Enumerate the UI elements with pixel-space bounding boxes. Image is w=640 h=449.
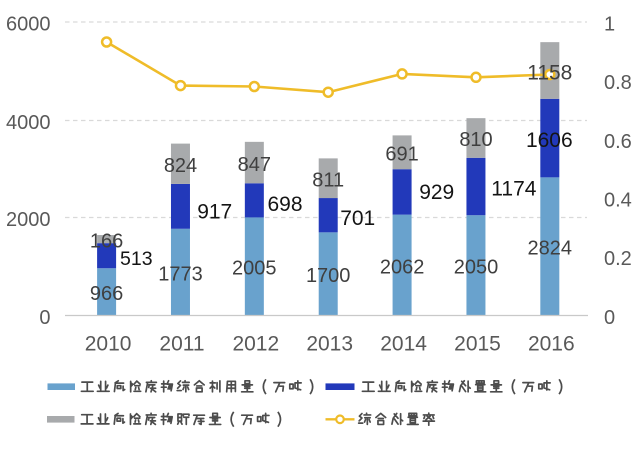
svg-text:513: 513 (120, 248, 153, 270)
svg-text:847: 847 (238, 154, 271, 176)
svg-text:698: 698 (268, 193, 303, 216)
svg-text:166: 166 (90, 230, 123, 252)
svg-text:2015: 2015 (454, 333, 501, 356)
svg-text:2010: 2010 (85, 333, 132, 356)
svg-text:2050: 2050 (454, 257, 499, 279)
svg-text:2011: 2011 (159, 333, 204, 356)
svg-text:929: 929 (419, 181, 454, 204)
svg-text:2014: 2014 (380, 333, 427, 356)
svg-text:2824: 2824 (528, 238, 573, 260)
svg-text:811: 811 (312, 169, 344, 191)
svg-text:4000: 4000 (6, 112, 51, 134)
svg-text:2000: 2000 (6, 209, 51, 231)
svg-text:0.6: 0.6 (604, 131, 632, 153)
svg-text:1773: 1773 (158, 263, 203, 285)
svg-text:824: 824 (164, 155, 197, 177)
svg-text:1174: 1174 (491, 178, 536, 201)
svg-text:1700: 1700 (306, 265, 351, 287)
svg-text:2012: 2012 (232, 333, 279, 356)
svg-text:0.2: 0.2 (604, 248, 632, 270)
svg-text:2062: 2062 (380, 256, 425, 278)
svg-text:810: 810 (459, 129, 492, 151)
svg-text:0: 0 (39, 307, 50, 329)
svg-text:0.8: 0.8 (604, 72, 632, 94)
svg-text:2005: 2005 (232, 258, 277, 280)
svg-text:1: 1 (604, 14, 615, 36)
svg-text:2013: 2013 (306, 333, 353, 356)
svg-text:701: 701 (340, 207, 375, 230)
svg-text:2016: 2016 (528, 333, 575, 356)
svg-text:691: 691 (385, 144, 418, 166)
svg-text:1158: 1158 (527, 61, 572, 84)
svg-text:1606: 1606 (526, 129, 573, 152)
svg-text:0.4: 0.4 (604, 189, 632, 211)
svg-text:966: 966 (90, 283, 123, 305)
svg-text:917: 917 (197, 201, 232, 224)
svg-text:6000: 6000 (6, 14, 51, 36)
svg-text:0: 0 (604, 307, 615, 329)
